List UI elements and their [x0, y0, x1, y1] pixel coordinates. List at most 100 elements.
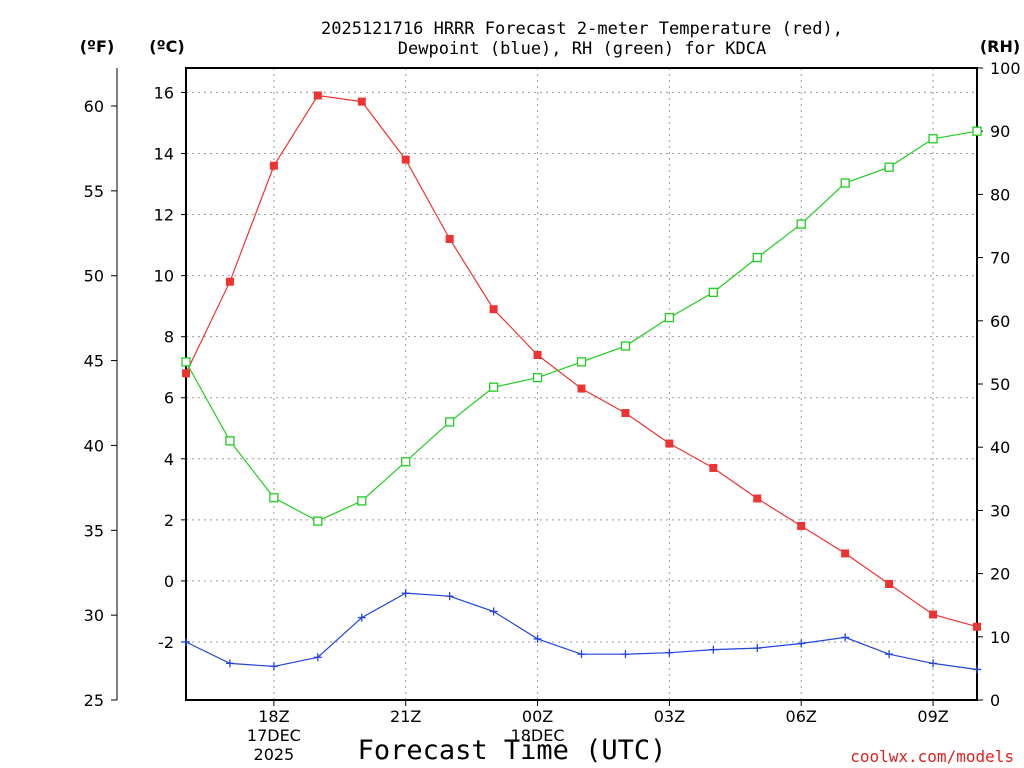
x-tick-label: 06Z	[786, 707, 817, 726]
temperature-point	[489, 305, 498, 314]
rh-tick-label: 0	[990, 691, 1000, 710]
rh-point	[225, 436, 235, 446]
x-tick-date-label: 18DEC	[511, 726, 565, 745]
dewpoint-point	[885, 650, 894, 659]
temperature-point	[665, 439, 674, 448]
temperature-point	[973, 622, 981, 631]
rh-tick-label: 60	[990, 312, 1010, 331]
axes	[111, 67, 983, 706]
x-tick-year-label: 2025	[254, 745, 295, 764]
rh-point	[884, 162, 894, 172]
fahrenheit-unit-label: (ºF)	[80, 37, 115, 56]
rh-point	[708, 287, 718, 298]
celsius-tick-label: 6	[164, 389, 174, 408]
rh-point	[576, 357, 587, 367]
rh-tick-label: 70	[990, 249, 1010, 268]
dewpoint-point	[533, 634, 542, 643]
dewpoint-point	[621, 650, 630, 659]
celsius-tick-label: 8	[164, 328, 174, 347]
x-tick-label: 00Z	[522, 707, 553, 726]
dewpoint-point	[753, 644, 762, 653]
rh-point	[445, 417, 455, 427]
dewpoint-point	[269, 662, 278, 671]
fahrenheit-tick-label: 50	[84, 267, 104, 286]
rh-tick-label: 90	[990, 122, 1010, 141]
rh-point	[620, 341, 631, 351]
dewpoint-point	[973, 665, 981, 674]
dewpoint-point	[489, 607, 498, 616]
celsius-tick-label: 14	[154, 144, 174, 163]
temperature-point	[709, 463, 718, 472]
chart-title-line2: Dewpoint (blue), RH (green) for KDCA	[398, 39, 766, 59]
rh-point	[401, 457, 411, 467]
watermark: coolwx.com/models	[850, 747, 1014, 766]
dewpoint-point	[445, 592, 454, 601]
celsius-tick-label: 16	[154, 83, 174, 102]
temperature-point	[797, 521, 806, 530]
dewpoint-point	[841, 633, 850, 642]
temperature-point	[401, 155, 410, 164]
x-axis-title: Forecast Time (UTC)	[358, 735, 667, 766]
celsius-tick-label: 0	[164, 572, 174, 591]
rh-point	[532, 373, 543, 383]
temperature-point	[621, 409, 630, 418]
rh-point	[357, 496, 367, 506]
fahrenheit-tick-label: 60	[84, 97, 104, 116]
dewpoint-point	[225, 659, 234, 668]
dewpoint-point	[929, 659, 938, 668]
rh-point	[972, 126, 982, 136]
temperature-point	[445, 234, 454, 243]
dewpoint-point	[401, 589, 410, 598]
rh-tick-label: 40	[990, 438, 1010, 457]
rh-tick-label: 100	[990, 59, 1021, 78]
temperature-point	[225, 277, 234, 286]
celsius-tick-label: 4	[164, 450, 174, 469]
dewpoint-point	[665, 648, 674, 657]
rh-point	[796, 219, 806, 229]
fahrenheit-tick-label: 30	[84, 606, 104, 625]
rh-point	[269, 493, 279, 503]
temperature-point	[841, 549, 850, 558]
temperature-point	[577, 384, 586, 393]
celsius-tick-label: 10	[154, 267, 174, 286]
x-tick-label: 21Z	[390, 707, 421, 726]
rh-point	[928, 134, 938, 144]
celsius-tick-label: 2	[164, 511, 174, 530]
temperature-point	[357, 97, 366, 106]
fahrenheit-tick-label: 35	[84, 521, 104, 540]
rh-tick-label: 50	[990, 375, 1010, 394]
fahrenheit-tick-label: 40	[84, 436, 104, 455]
temperature-point	[929, 610, 938, 619]
x-tick-date-label: 17DEC	[247, 726, 301, 745]
x-tick-label: 03Z	[654, 707, 685, 726]
celsius-tick-label: 12	[154, 206, 174, 225]
dewpoint-point	[313, 653, 322, 662]
data-series	[181, 91, 982, 674]
rh-tick-label: 80	[990, 185, 1010, 204]
celsius-unit-label: (ºC)	[149, 37, 184, 56]
rh-point	[664, 312, 675, 323]
chart-title-line1: 2025121716 HRRR Forecast 2-meter Tempera…	[321, 19, 843, 39]
rh-tick-label: 30	[990, 501, 1010, 520]
temperature-point	[753, 494, 762, 503]
temperature-point	[269, 161, 278, 170]
rh-point	[488, 382, 499, 392]
fahrenheit-tick-label: 55	[84, 182, 104, 201]
rh-tick-label: 10	[990, 628, 1010, 647]
temperature-point	[885, 579, 894, 588]
rh-point	[752, 252, 762, 263]
x-tick-label: 18Z	[258, 707, 289, 726]
celsius-tick-label: -2	[158, 633, 174, 652]
rh-unit-label: (RH)	[980, 37, 1020, 56]
rh-point	[840, 178, 850, 188]
rh-tick-label: 20	[990, 565, 1010, 584]
dewpoint-point	[357, 613, 366, 622]
temperature-point	[533, 350, 542, 359]
dewpoint-point	[709, 645, 718, 654]
rh-point	[181, 357, 191, 367]
dewpoint-point	[797, 639, 806, 648]
rh-point	[313, 516, 323, 526]
dewpoint-point	[577, 650, 586, 659]
